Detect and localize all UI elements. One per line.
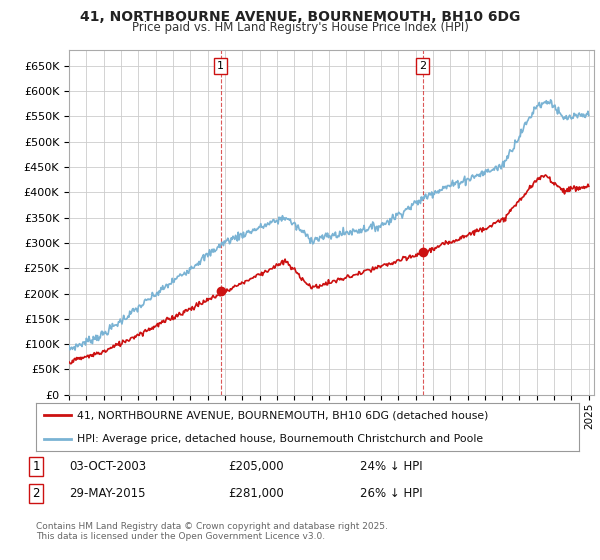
Text: 24% ↓ HPI: 24% ↓ HPI xyxy=(360,460,422,473)
Text: £205,000: £205,000 xyxy=(228,460,284,473)
Text: 1: 1 xyxy=(217,61,224,71)
Text: HPI: Average price, detached house, Bournemouth Christchurch and Poole: HPI: Average price, detached house, Bour… xyxy=(77,434,483,444)
Text: 26% ↓ HPI: 26% ↓ HPI xyxy=(360,487,422,501)
Text: 03-OCT-2003: 03-OCT-2003 xyxy=(69,460,146,473)
Text: 2: 2 xyxy=(32,487,40,501)
Text: Contains HM Land Registry data © Crown copyright and database right 2025.
This d: Contains HM Land Registry data © Crown c… xyxy=(36,522,388,542)
Text: 2: 2 xyxy=(419,61,426,71)
Text: 41, NORTHBOURNE AVENUE, BOURNEMOUTH, BH10 6DG: 41, NORTHBOURNE AVENUE, BOURNEMOUTH, BH1… xyxy=(80,10,520,24)
Text: 1: 1 xyxy=(32,460,40,473)
Text: 29-MAY-2015: 29-MAY-2015 xyxy=(69,487,146,501)
Text: £281,000: £281,000 xyxy=(228,487,284,501)
Text: Price paid vs. HM Land Registry's House Price Index (HPI): Price paid vs. HM Land Registry's House … xyxy=(131,21,469,34)
Text: 41, NORTHBOURNE AVENUE, BOURNEMOUTH, BH10 6DG (detached house): 41, NORTHBOURNE AVENUE, BOURNEMOUTH, BH1… xyxy=(77,410,488,420)
